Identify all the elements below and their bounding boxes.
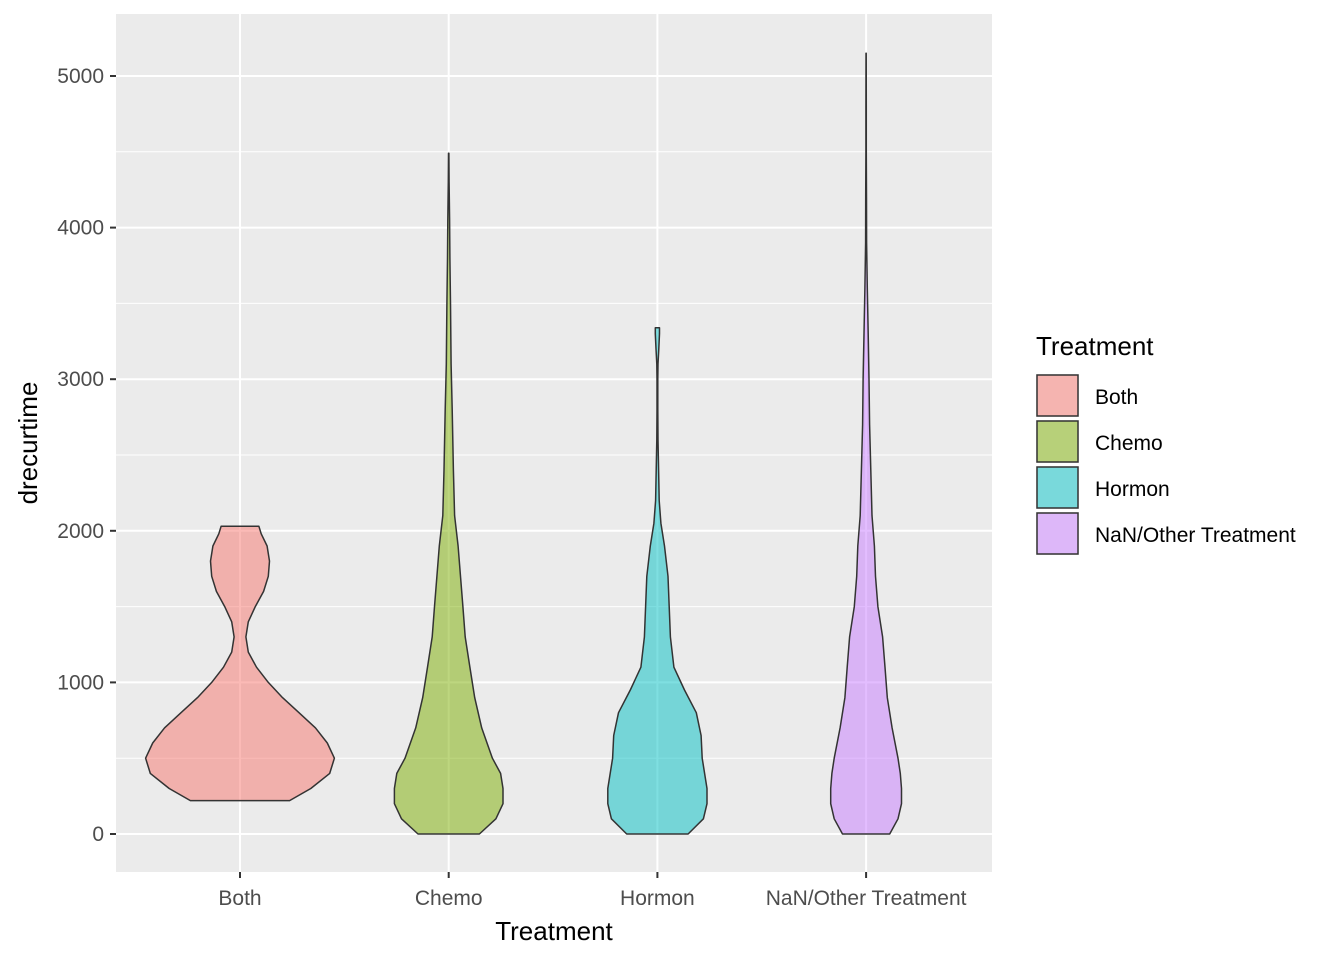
legend-label: Chemo <box>1095 432 1163 455</box>
y-tick-label: 1000 <box>57 671 104 694</box>
violin-hormon <box>607 326 708 835</box>
y-tick-label: 2000 <box>57 520 104 543</box>
x-tick-label: Chemo <box>415 887 483 910</box>
y-axis-title: drecurtime <box>13 382 43 505</box>
legend-title: Treatment <box>1036 331 1154 361</box>
legend-swatch <box>1036 512 1079 555</box>
legend-items: Both Chemo Hormon NaN/Other Treatment <box>1036 374 1296 555</box>
y-tick-label: 5000 <box>57 65 104 88</box>
legend-swatch <box>1036 466 1079 509</box>
violin-chemo <box>393 152 504 835</box>
legend-swatch <box>1036 374 1079 417</box>
legend-label: NaN/Other Treatment <box>1095 524 1296 547</box>
y-tick-label: 4000 <box>57 217 104 240</box>
y-tick-label: 3000 <box>57 368 104 391</box>
x-axis-title: Treatment <box>495 916 613 946</box>
violin-nan-other-treatment <box>829 52 903 835</box>
x-tick-label: NaN/Other Treatment <box>766 887 967 910</box>
x-tick-label: Both <box>218 887 261 910</box>
violin-both <box>144 525 336 802</box>
legend: Treatment Both Chemo Hormon NaN/Other Treat… <box>1036 331 1296 555</box>
y-tick-label: 0 <box>92 823 104 846</box>
legend-label: Both <box>1095 386 1138 409</box>
violins <box>144 52 903 835</box>
x-axis: Both Chemo Hormon NaN/Other Treatment <box>218 872 967 910</box>
legend-label: Hormon <box>1095 478 1170 501</box>
y-axis: 0 1000 2000 3000 4000 5000 <box>57 65 116 846</box>
x-tick-label: Hormon <box>620 887 695 910</box>
legend-swatch <box>1036 420 1079 463</box>
